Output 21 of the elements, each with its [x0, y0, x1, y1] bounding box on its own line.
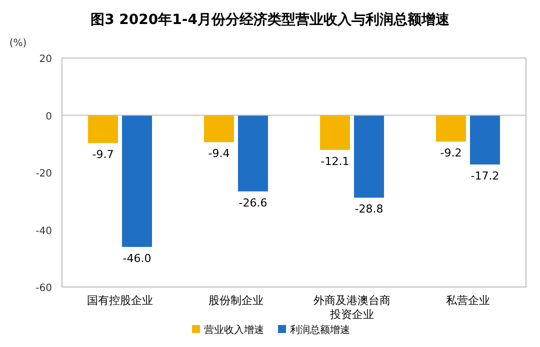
y-axis-title: (%): [9, 38, 27, 49]
x-tick-label: 外商及港澳台商投资企业: [314, 294, 390, 321]
y-tick-label: 0: [46, 111, 52, 122]
data-label: -12.1: [320, 154, 350, 168]
x-tick-label: 国有控股企业: [87, 294, 153, 307]
data-label: -26.6: [238, 196, 268, 210]
y-tick-label: -20: [36, 168, 52, 180]
data-label: -9.7: [92, 148, 114, 162]
y-tick-label: -60: [36, 283, 52, 294]
x-tick-label: 私营企业: [446, 294, 490, 307]
data-label: -28.8: [354, 202, 384, 216]
data-label: -9.4: [208, 147, 230, 160]
data-label: -46.0: [122, 252, 152, 265]
data-label: -9.2: [440, 146, 462, 160]
x-tick-label: 股份制企业: [208, 294, 264, 307]
legend-label: 营业收入增速: [204, 324, 264, 336]
data-label: -17.2: [470, 169, 500, 182]
chart-title: 图3 2020年1-4月份分经济类型营业收入与利润总额增速: [90, 11, 450, 28]
y-tick-label: -40: [36, 226, 52, 237]
y-tick-label: 20: [39, 54, 52, 65]
legend-label: 利润总额增速: [290, 324, 350, 336]
